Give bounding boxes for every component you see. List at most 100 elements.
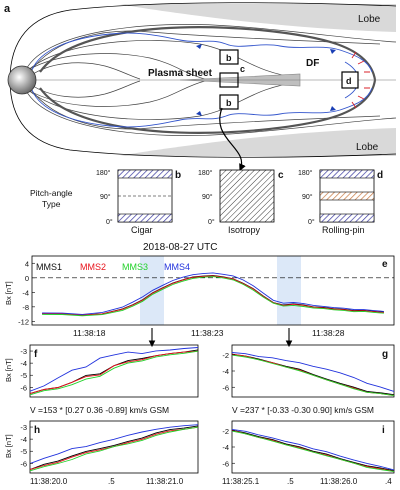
- e-xtick-1: 11:38:18: [73, 328, 106, 338]
- b-name: Cigar: [131, 225, 153, 235]
- series-mms4-panel-i: [231, 428, 395, 471]
- c-tick-180: 180°: [198, 169, 213, 177]
- series-mms1-panel-i: [231, 429, 395, 472]
- box-b-bottom-letter: b: [226, 98, 232, 108]
- panel-f-ylabel: Bx [nT]: [4, 358, 13, 382]
- ytick-label-i-0: -2: [222, 427, 229, 436]
- series-mms4-panel-f: [29, 347, 199, 392]
- i-xtick-4: .4: [385, 477, 392, 486]
- c-tick-90: 90°: [202, 193, 213, 201]
- lobe-bottom-label: Lobe: [356, 142, 379, 153]
- h-xtick-1: 11:38:20.0: [30, 477, 68, 486]
- series-mms3-panel-f: [29, 350, 199, 396]
- panel-g-chart: g -2 -4 -6: [222, 344, 395, 398]
- box-b-top-letter: b: [226, 53, 232, 63]
- ytick-label-e-3: -8: [22, 303, 29, 312]
- h-xtick-2: .5: [108, 477, 115, 486]
- lobe-top-label: Lobe: [358, 14, 381, 25]
- panel-i-letter: i: [382, 425, 385, 436]
- pitch-panel-c: 180° 90° 0° c Isotropy: [198, 169, 284, 235]
- series-mms4-panel-e: [42, 272, 384, 315]
- legend-mms1: MMS1: [36, 262, 62, 272]
- df-label: DF: [306, 58, 319, 69]
- series-mms3-panel-e: [42, 276, 384, 317]
- d-letter: d: [377, 170, 383, 181]
- series-mms1-panel-f: [29, 349, 199, 395]
- velocity-right: V =237 * [-0.33 -0.30 0.90] km/s GSM: [232, 405, 374, 415]
- ytick-label-i-1: -4: [222, 443, 229, 452]
- pitch-panel-b: 180° 90° 0° b Cigar: [96, 169, 181, 235]
- box-d-letter: d: [346, 76, 352, 86]
- b-tick-90: 90°: [100, 193, 111, 201]
- ytick-label-f-3: -6: [20, 383, 27, 392]
- ytick-label-f-0: -3: [20, 347, 27, 356]
- c-name: Isotropy: [228, 225, 261, 235]
- panel-f-letter: f: [34, 349, 38, 360]
- ytick-label-h-0: -3: [20, 423, 27, 432]
- series-mms4-panel-h: [29, 424, 199, 465]
- panel-h-ylabel: Bx [nT]: [4, 434, 13, 458]
- series-mms2-panel-h: [29, 426, 199, 471]
- panel-e-chart: e MMS1 MMS2 MMS3 MMS4 Bx [nT] 40-4-8-12 …: [4, 255, 395, 348]
- panel-e-letter: e: [382, 259, 388, 270]
- ytick-label-e-2: -4: [22, 288, 29, 297]
- box-b-top: [219, 49, 239, 65]
- legend-mms3: MMS3: [122, 262, 148, 272]
- legend-mms4: MMS4: [164, 262, 190, 272]
- pitch-angle-section: Pitch-angle Type 180° 90° 0° b Cigar 180…: [30, 169, 383, 235]
- earth-icon: [7, 65, 37, 95]
- ytick-label-h-2: -5: [20, 447, 27, 456]
- panel-h-chart: h Bx [nT] -3 -4 -5 -6 11:38:20.0 .5 11:38:2…: [4, 420, 199, 486]
- e-xtick-2: 11:38:23: [191, 328, 224, 338]
- box-c-letter: c: [240, 64, 245, 74]
- d-tick-90: 90°: [302, 193, 313, 201]
- b-letter: b: [175, 170, 181, 181]
- ytick-label-g-2: -6: [222, 383, 229, 392]
- ytick-label-i-2: -6: [222, 459, 229, 468]
- b-tick-0: 0°: [106, 218, 113, 226]
- panel-e-ylabel: Bx [nT]: [4, 281, 13, 305]
- pitch-panel-d: 180° 90° 0° d Rolling-pin: [298, 169, 383, 235]
- ytick-label-h-3: -6: [20, 459, 27, 468]
- plasma-sheet-label: Plasma sheet: [148, 68, 213, 79]
- c-tick-0: 0°: [208, 218, 215, 226]
- ytick-label-f-2: -5: [20, 371, 27, 380]
- lobe-bottom-region: [120, 128, 396, 156]
- series-mms1-panel-g: [231, 353, 395, 396]
- series-mms3-panel-i: [231, 430, 395, 472]
- e-xtick-3: 11:38:28: [312, 328, 345, 338]
- box-c: [219, 72, 239, 88]
- panel-g-letter: g: [382, 349, 388, 360]
- trajectory-arrows: [196, 44, 336, 116]
- c-letter: c: [278, 170, 284, 181]
- i-xtick-2: .5: [287, 477, 294, 486]
- velocity-left: V =153 * [0.27 0.36 -0.89] km/s GSM: [30, 405, 169, 415]
- d-name: Rolling-pin: [322, 225, 365, 235]
- panel-h-letter: h: [34, 425, 40, 436]
- box-d: [341, 71, 359, 89]
- ytick-label-g-0: -2: [222, 351, 229, 360]
- ytick-label-e-0: 4: [25, 259, 29, 268]
- pitch-angle-type-label: Type: [42, 199, 61, 209]
- panel-e-frame: [31, 255, 395, 326]
- ytick-label-h-1: -4: [20, 435, 27, 444]
- series-mms4-panel-g: [231, 352, 395, 392]
- ytick-label-e-1: 0: [25, 274, 29, 283]
- ytick-label-f-1: -4: [20, 359, 27, 368]
- highlight-right: [277, 256, 301, 325]
- pointer-arrow: [219, 107, 246, 172]
- series-mms2-panel-e: [42, 275, 384, 316]
- d-tick-0: 0°: [308, 218, 315, 226]
- d-tick-180: 180°: [298, 169, 313, 177]
- legend-mms2: MMS2: [80, 262, 106, 272]
- box-b-bottom: [219, 94, 239, 110]
- series-mms3-panel-h: [29, 426, 199, 472]
- panel-f-chart: f Bx [nT] -3 -4 -5 -6: [4, 344, 199, 398]
- series-mms3-panel-g: [231, 354, 395, 396]
- panel-a-letter: a: [4, 3, 11, 15]
- i-xtick-3: 11:38:26.0: [320, 477, 358, 486]
- i-xtick-1: 11:38:25.1: [222, 477, 260, 486]
- ytick-label-e-4: -12: [18, 317, 29, 326]
- panel-i-chart: i -2 -4 -6 11:38:25.1 .5 11:38:26.0 .4: [222, 420, 395, 486]
